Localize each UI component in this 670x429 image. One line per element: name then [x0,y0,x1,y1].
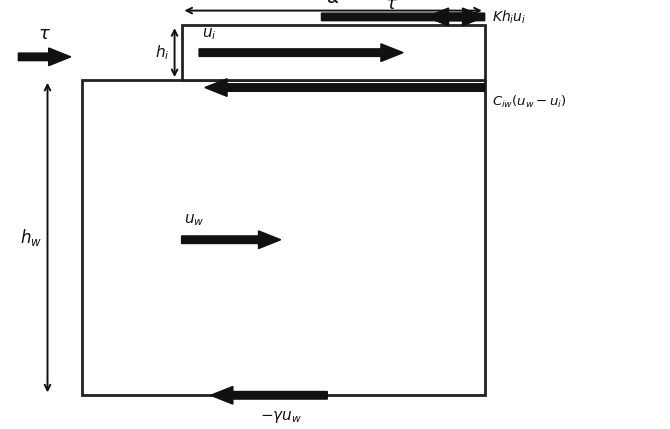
Text: $-\gamma u_w$: $-\gamma u_w$ [259,409,302,425]
Bar [82,80,484,395]
Text: $h_i$: $h_i$ [155,43,170,62]
FancyArrow shape [426,8,484,26]
FancyArrow shape [199,44,403,61]
FancyArrow shape [182,231,281,248]
Text: $\tau$: $\tau$ [38,25,51,43]
Text: $C_{iw}(u_w-u_i)$: $C_{iw}(u_w-u_i)$ [492,94,567,110]
Text: $h_w$: $h_w$ [19,227,42,248]
Text: $u_i$: $u_i$ [202,27,216,42]
Text: $Kh_iu_i$: $Kh_iu_i$ [492,8,526,26]
FancyArrow shape [205,79,484,97]
Bar [182,25,484,80]
FancyArrow shape [210,387,328,404]
FancyArrow shape [322,8,484,26]
FancyArrow shape [18,48,71,66]
Text: $\alpha$: $\alpha$ [326,0,340,7]
Text: $\tau$: $\tau$ [385,0,398,13]
Text: $u_w$: $u_w$ [184,212,205,228]
